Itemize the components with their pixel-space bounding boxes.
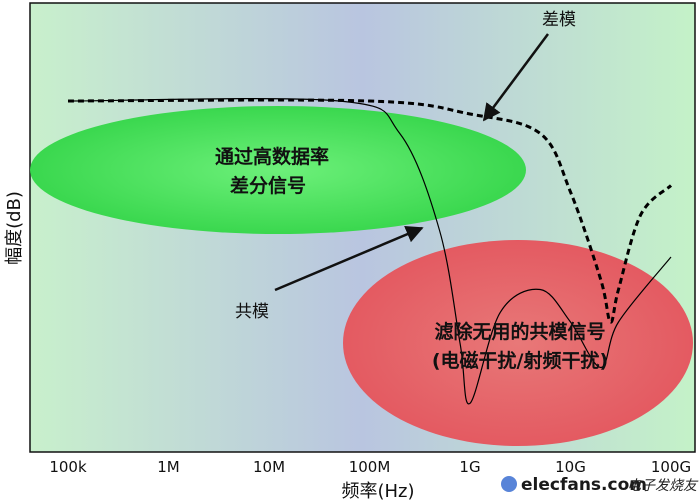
annotation-common: 共模 <box>235 302 269 322</box>
series-line-common <box>67 98 672 405</box>
region-label-green-line2: 差分信号 <box>230 174 306 197</box>
watermark-cn: 电子发烧友 <box>627 478 699 494</box>
x-tick-label: 100k <box>49 458 87 476</box>
region-label-red-line2: (电磁干扰/射频干扰) <box>432 349 608 372</box>
annotation-differential-arrow <box>482 33 550 122</box>
x-tick-label: 1M <box>157 458 180 476</box>
x-tick-label: 100M <box>349 458 391 476</box>
x-tick-label: 1G <box>459 458 480 476</box>
x-tick-label: 10M <box>253 458 285 476</box>
annotation-common-arrow <box>274 226 424 292</box>
x-tick-label: 10G <box>555 458 586 476</box>
x-tick-labels: 100k 1M 10M 100M 1G 10G 100G <box>49 458 691 476</box>
region-pass-differential <box>30 106 526 234</box>
watermark: elecfans.com 电子发烧友 <box>501 475 699 495</box>
x-axis-title: 频率(Hz) <box>341 481 414 502</box>
x-tick-label: 100G <box>651 458 691 476</box>
series-layer <box>67 98 673 405</box>
region-label-green-line1: 通过高数据率 <box>215 145 329 168</box>
watermark-logo-icon <box>501 476 517 492</box>
region-label-red-line1: 滤除无用的共模信号 <box>434 320 605 343</box>
region-filter-common-mode <box>343 240 693 446</box>
series-line-differential <box>67 98 673 324</box>
watermark-site: elecfans.com <box>521 475 647 495</box>
annotation-differential: 差模 <box>542 10 576 30</box>
y-axis-title: 幅度(dB) <box>4 191 25 265</box>
